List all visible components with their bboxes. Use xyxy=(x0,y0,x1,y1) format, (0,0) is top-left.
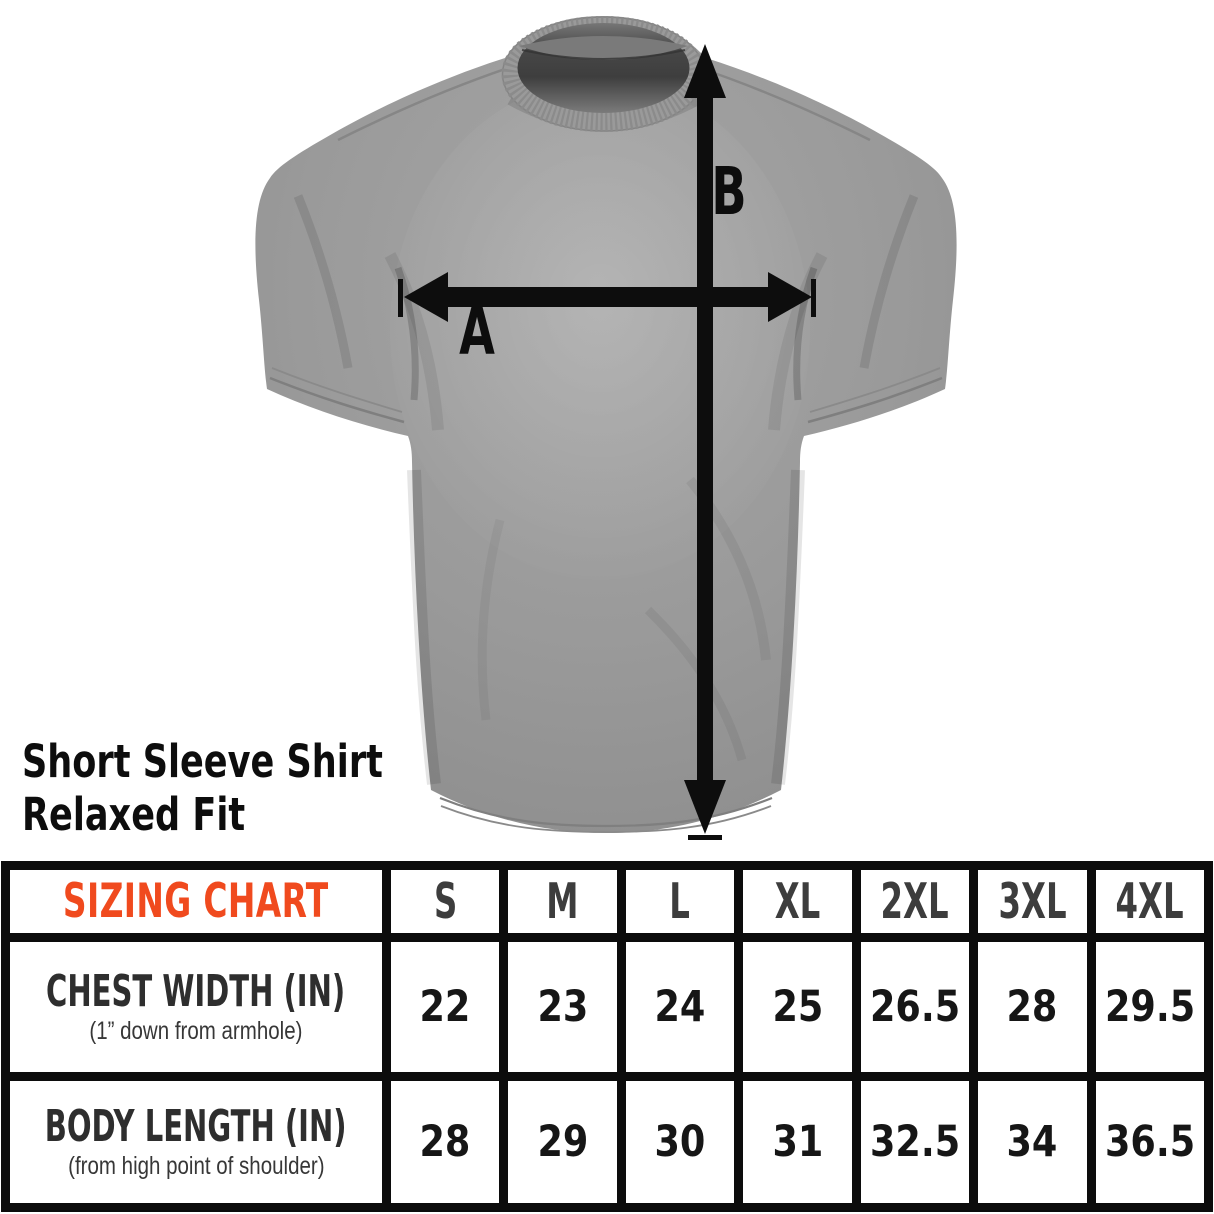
body-length-value-m: 29 xyxy=(508,1081,617,1203)
measurement-arrows xyxy=(398,44,816,840)
size-column-header-2xl: 2XL xyxy=(860,870,970,933)
tshirt-illustration xyxy=(255,16,957,833)
chest-width-value-m: 23 xyxy=(508,942,617,1072)
product-title-line1: Short Sleeve Shirt xyxy=(22,735,383,788)
body-length-value-2xl: 32.5 xyxy=(860,1081,970,1203)
chest-width-value-2xl: 26.5 xyxy=(860,942,970,1072)
body-length-value-s: 28 xyxy=(391,1081,500,1203)
size-column-header-xl: XL xyxy=(743,870,852,933)
size-column-header-4xl: 4XL xyxy=(1095,870,1204,933)
measurement-label-b: B xyxy=(711,153,747,230)
chest-width-value-s: 22 xyxy=(391,942,500,1072)
chest-width-value-xl: 25 xyxy=(743,942,852,1072)
size-column-header-3xl: 3XL xyxy=(978,870,1087,933)
product-title: Short Sleeve Shirt Relaxed Fit xyxy=(22,735,485,841)
chest-width-value-3xl: 28 xyxy=(978,942,1087,1072)
row-label-body-length: BODY LENGTH (IN) (from high point of sho… xyxy=(10,1081,382,1203)
size-column-header-l: L xyxy=(625,870,735,933)
body-length-value-3xl: 34 xyxy=(978,1081,1087,1203)
measurement-label-a: A xyxy=(459,293,495,370)
product-title-line2: Relaxed Fit xyxy=(22,788,246,841)
row-note-chest-width: (1” down from armhole) xyxy=(89,1017,303,1046)
size-column-header-s: S xyxy=(391,870,500,933)
chest-width-value-4xl: 29.5 xyxy=(1095,942,1204,1072)
chest-width-value-l: 24 xyxy=(625,942,735,1072)
sizing-chart-table: SIZING CHART S M L XL 2XL 3XL 4XL CHEST … xyxy=(1,861,1213,1212)
row-label-chest-width: CHEST WIDTH (IN) (1” down from armhole) xyxy=(10,942,382,1072)
body-length-value-xl: 31 xyxy=(743,1081,852,1203)
chest-highlight xyxy=(390,80,810,580)
tshirt-measurement-diagram xyxy=(255,16,957,840)
arrow-a-chest-width xyxy=(398,272,816,322)
sizing-chart-title-cell: SIZING CHART xyxy=(10,870,382,933)
arrow-b-body-length xyxy=(684,44,726,840)
collar xyxy=(501,16,706,132)
size-column-header-m: M xyxy=(508,870,617,933)
sizing-chart-title: SIZING CHART xyxy=(63,874,329,929)
row-note-body-length: (from high point of shoulder) xyxy=(67,1152,325,1181)
body-length-value-l: 30 xyxy=(625,1081,735,1203)
body-length-value-4xl: 36.5 xyxy=(1095,1081,1204,1203)
